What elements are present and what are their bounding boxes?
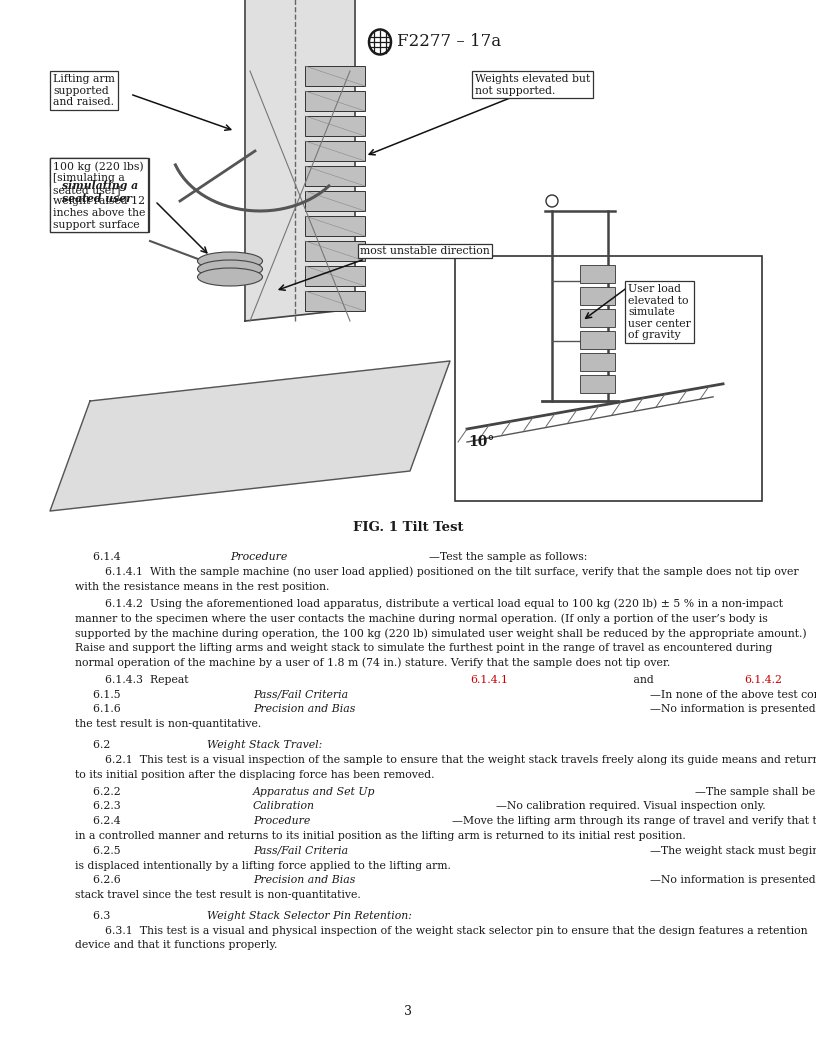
Text: 6.1.4.2: 6.1.4.2: [745, 675, 783, 685]
Text: 6.1.4.1: 6.1.4.1: [471, 675, 508, 685]
Text: supported by the machine during operation, the 100 kg (220 lb) simulated user we: supported by the machine during operatio…: [75, 628, 807, 639]
Bar: [305, 216, 365, 235]
Bar: [305, 241, 365, 261]
Bar: [305, 166, 365, 186]
Text: stack travel since the test result is non-quantitative.: stack travel since the test result is no…: [75, 890, 361, 900]
Text: —The sample shall be set up as described in: —The sample shall be set up as described…: [694, 787, 816, 796]
Text: Pass/Fail Criteria: Pass/Fail Criteria: [253, 690, 348, 700]
Bar: [305, 67, 365, 86]
Ellipse shape: [197, 268, 263, 286]
Ellipse shape: [546, 195, 558, 207]
Text: Raise and support the lifting arms and weight stack to simulate the furthest poi: Raise and support the lifting arms and w…: [75, 643, 773, 653]
Text: Precision and Bias: Precision and Bias: [253, 875, 355, 885]
Text: normal operation of the machine by a user of 1.8 m (74 in.) stature. Verify that: normal operation of the machine by a use…: [75, 658, 670, 668]
Text: Procedure: Procedure: [253, 816, 310, 826]
Text: Procedure: Procedure: [230, 552, 287, 562]
Polygon shape: [50, 361, 450, 511]
Text: Weight Stack Selector Pin Retention:: Weight Stack Selector Pin Retention:: [207, 911, 412, 921]
Text: User load
elevated to
simulate
user center
of gravity: User load elevated to simulate user cent…: [628, 284, 691, 340]
Text: Precision and Bias: Precision and Bias: [253, 704, 355, 715]
Text: 6.3.1  This test is a visual and physical inspection of the weight stack selecto: 6.3.1 This test is a visual and physical…: [105, 926, 808, 936]
Text: F2277 – 17a: F2277 – 17a: [397, 34, 501, 51]
Text: and: and: [631, 675, 658, 685]
Text: Calibration: Calibration: [253, 802, 315, 811]
Text: —Move the lifting arm through its range of travel and verify that the weight sta: —Move the lifting arm through its range …: [451, 816, 816, 826]
Text: manner to the specimen where the user contacts the machine during normal operati: manner to the specimen where the user co…: [75, 614, 768, 624]
Text: —In none of the above test conditions shall the sample tip over.: —In none of the above test conditions sh…: [650, 690, 816, 700]
Text: —Test the sample as follows:: —Test the sample as follows:: [428, 552, 588, 562]
Text: to its initial position after the displacing force has been removed.: to its initial position after the displa…: [75, 770, 434, 779]
Bar: [580, 353, 615, 371]
Text: 100 kg (220 lbs)
[simulating a
seated user]
weight raised 12
inches above the
su: 100 kg (220 lbs) [simulating a seated us…: [53, 161, 147, 229]
Text: 100 kg (220 lbs)
[: 100 kg (220 lbs) [: [53, 161, 144, 183]
Text: the test result is non-quantitative.: the test result is non-quantitative.: [75, 719, 261, 730]
Text: 6.2.1  This test is a visual inspection of the sample to ensure that the weight : 6.2.1 This test is a visual inspection o…: [105, 755, 816, 765]
Bar: [48, 56, 770, 506]
Bar: [305, 191, 365, 211]
Text: 6.2.4: 6.2.4: [93, 816, 127, 826]
Text: Pass/Fail Criteria: Pass/Fail Criteria: [253, 846, 348, 855]
Text: 6.1.4: 6.1.4: [93, 552, 124, 562]
Text: with the resistance means in the rest position.: with the resistance means in the rest po…: [75, 582, 330, 591]
Text: —No calibration required. Visual inspection only.: —No calibration required. Visual inspect…: [496, 802, 765, 811]
Text: simulating a
seated user: simulating a seated user: [63, 180, 139, 204]
Text: 6.2.2: 6.2.2: [93, 787, 128, 796]
Text: 10°: 10°: [468, 435, 494, 449]
Bar: [305, 142, 365, 161]
Bar: [580, 375, 615, 393]
Text: is displaced intentionally by a lifting force applied to the lifting arm.: is displaced intentionally by a lifting …: [75, 861, 451, 870]
Text: 3: 3: [404, 1005, 412, 1018]
Text: device and that it functions properly.: device and that it functions properly.: [75, 941, 277, 950]
Text: —No information is presented about either the precision or bias of test: —No information is presented about eithe…: [650, 704, 816, 715]
Text: —The weight stack must begin and end the test in the same rest position and must: —The weight stack must begin and end the…: [650, 846, 816, 855]
Text: 6.2: 6.2: [93, 740, 118, 750]
Text: 6.2.5: 6.2.5: [93, 846, 127, 855]
Bar: [305, 291, 365, 312]
Ellipse shape: [197, 260, 263, 278]
Bar: [305, 91, 365, 111]
Bar: [580, 287, 615, 305]
Text: 6.2.3: 6.2.3: [93, 802, 128, 811]
Text: Weight Stack Travel:: Weight Stack Travel:: [207, 740, 322, 750]
Text: Apparatus and Set Up: Apparatus and Set Up: [253, 787, 375, 796]
Bar: [305, 116, 365, 136]
Text: 6.1.5: 6.1.5: [93, 690, 127, 700]
Text: 6.1.4.1  With the sample machine (no user load applied) positioned on the tilt s: 6.1.4.1 With the sample machine (no user…: [105, 567, 799, 578]
Text: 6.1.6: 6.1.6: [93, 704, 128, 715]
Text: most unstable direction: most unstable direction: [360, 246, 490, 256]
Bar: [305, 266, 365, 286]
Text: 6.1.4.2  Using the aforementioned load apparatus, distribute a vertical load equ: 6.1.4.2 Using the aforementioned load ap…: [105, 599, 783, 609]
Bar: [580, 265, 615, 283]
Text: 100 kg (220 lbs)
[simulating a
seated user]
weight raised 12
inches above the
su: 100 kg (220 lbs) [simulating a seated us…: [53, 161, 145, 229]
Text: 6.2.6: 6.2.6: [93, 875, 128, 885]
Text: —No information is presented about either the precision or bias of test in: —No information is presented about eithe…: [650, 875, 816, 885]
Ellipse shape: [197, 252, 263, 270]
Text: 6.1.4.3  Repeat: 6.1.4.3 Repeat: [105, 675, 192, 685]
Text: 6.3: 6.3: [93, 911, 118, 921]
Text: Lifting arm
supported
and raised.: Lifting arm supported and raised.: [53, 74, 115, 108]
Bar: [580, 309, 615, 327]
Text: Weights elevated but
not supported.: Weights elevated but not supported.: [475, 74, 590, 96]
Text: FIG. 1 Tilt Test: FIG. 1 Tilt Test: [353, 521, 463, 534]
Text: in a controlled manner and returns to its initial position as the lifting arm is: in a controlled manner and returns to it…: [75, 831, 685, 841]
Polygon shape: [245, 0, 355, 321]
Bar: [455, 256, 762, 501]
Bar: [580, 331, 615, 348]
